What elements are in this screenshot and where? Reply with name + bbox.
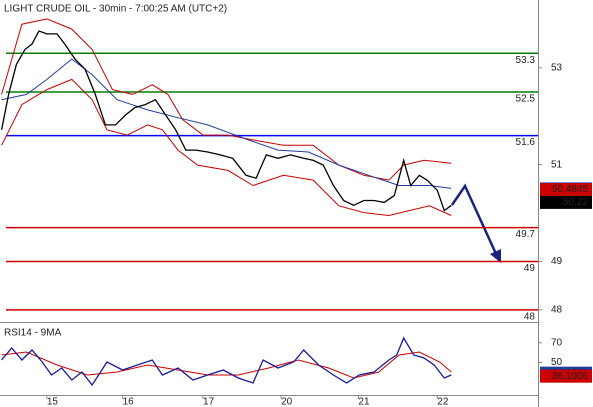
level-label: 49 <box>524 263 536 274</box>
x-tick-label: 21 <box>358 397 370 407</box>
price-label: 50.22 <box>563 197 588 208</box>
y-tick-label: 70 <box>551 337 563 348</box>
x-tick-label: 20 <box>281 397 293 407</box>
x-tick-label: 17 <box>203 397 215 407</box>
x-tick-label: 15 <box>47 397 59 407</box>
arrow-head <box>490 249 501 263</box>
line-series <box>1 78 452 217</box>
level-label: 48 <box>524 312 536 323</box>
level-label: 51.6 <box>516 137 536 148</box>
price-label: 36.1006 <box>552 371 589 382</box>
level-label: 49.7 <box>516 229 536 240</box>
panel-title: RSI14 - 9MA <box>4 328 62 339</box>
line-series <box>1 58 452 189</box>
x-tick-label: 16 <box>123 397 135 407</box>
price-label: 50.4845 <box>552 184 589 195</box>
level-label: 52.5 <box>516 94 536 105</box>
price-box <box>540 369 592 383</box>
price-box <box>540 183 592 197</box>
chart-title: LIGHT CRUDE OIL - 30min - 7:00:25 AM (UT… <box>4 4 227 15</box>
line-series <box>1 18 452 181</box>
forecast-arrow <box>450 183 499 257</box>
level-label: 53.3 <box>516 55 536 66</box>
y-tick-label: 50 <box>551 357 563 368</box>
y-tick-label: 48 <box>551 305 563 316</box>
price-box <box>540 195 592 209</box>
y-tick-label: 53 <box>551 62 563 73</box>
y-tick-label: 49 <box>551 256 563 267</box>
line-series <box>0 30 452 212</box>
y-tick-label: 51 <box>551 159 563 170</box>
line-series <box>1 336 452 387</box>
x-tick-label: 22 <box>437 397 449 407</box>
